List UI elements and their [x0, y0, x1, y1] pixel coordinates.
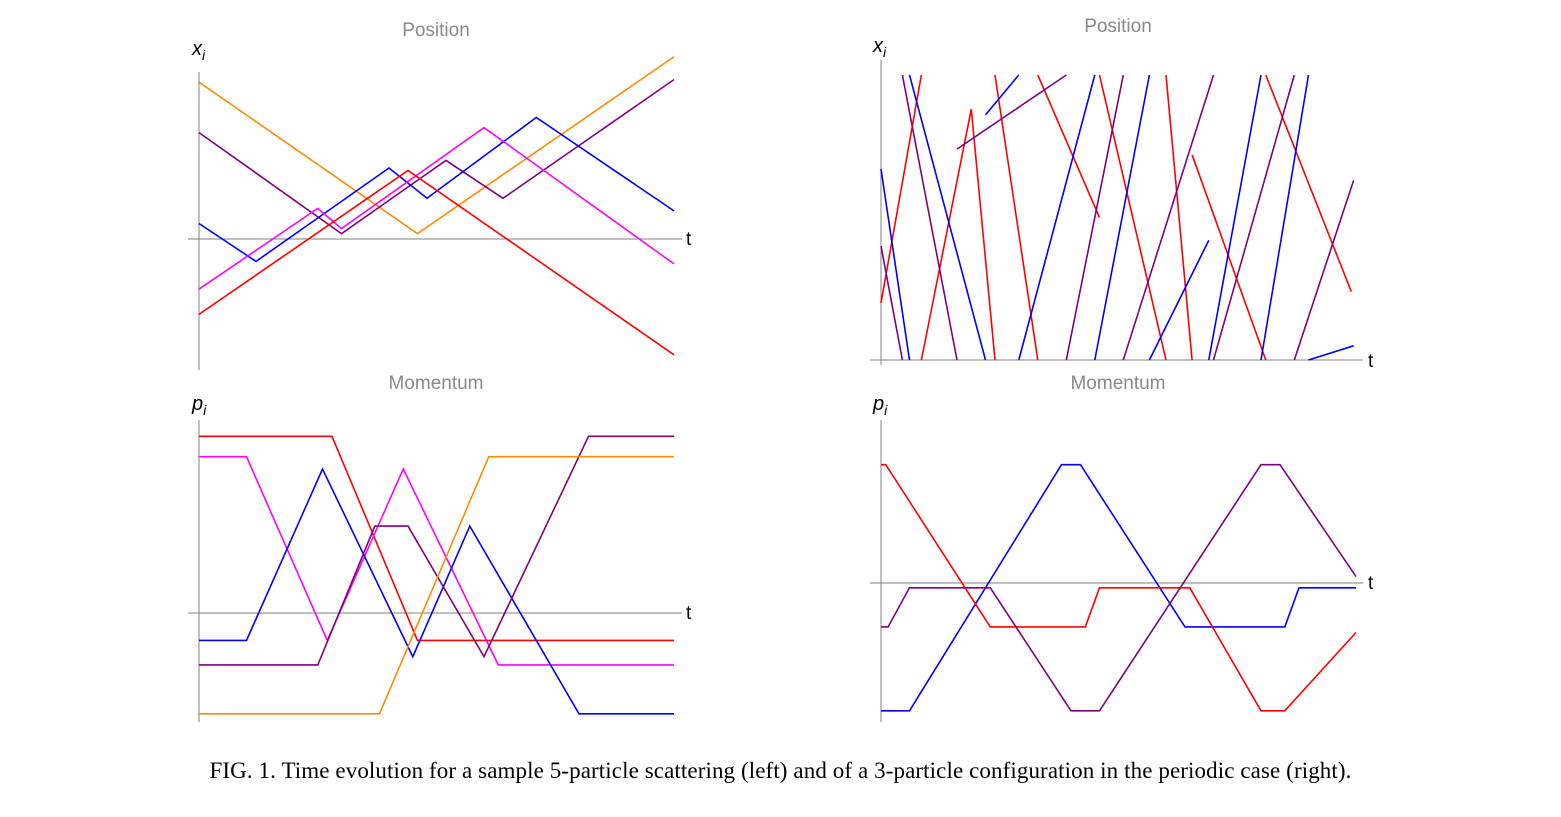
series-line-2: [199, 455, 674, 666]
series-line-1: [199, 435, 674, 642]
series-line-3: [198, 116, 675, 263]
panel-right-position: Position xi t: [870, 16, 1374, 372]
series-line-3: [199, 467, 674, 715]
panel-left-position: Position xi t: [188, 20, 692, 370]
panel-title: Position: [1084, 16, 1152, 37]
series-layer: [199, 435, 674, 715]
series-line-1: [880, 74, 1353, 361]
panel-right-momentum: Momentum pi t: [870, 373, 1374, 722]
series-layer: [198, 56, 675, 356]
panel-title: Momentum: [1070, 373, 1165, 394]
series-line-2: [881, 463, 1357, 712]
series-layer: [881, 463, 1357, 712]
series-line-1: [198, 56, 675, 235]
series-line-5: [199, 455, 674, 715]
series-line-2: [198, 78, 675, 235]
series-line-4: [199, 435, 674, 666]
figure-caption: FIG. 1. Time evolution for a sample 5-pa…: [209, 758, 1352, 783]
series-line-2: [880, 74, 1354, 361]
panel-title: Momentum: [388, 373, 483, 394]
series-line-5: [198, 169, 675, 356]
series-line-3: [881, 463, 1357, 712]
x-axis-label: t: [686, 229, 692, 250]
series-line-3: [880, 74, 1355, 361]
y-axis-label: xi: [191, 38, 206, 63]
panel-left-momentum: Momentum pi t: [188, 373, 692, 722]
series-line-1: [881, 463, 1356, 712]
y-axis-label: xi: [872, 35, 887, 60]
x-axis-label: t: [686, 603, 692, 624]
figure-canvas: Position xi t Position xi t Momentum pi …: [188, 16, 1374, 722]
x-axis-label: t: [1368, 351, 1374, 372]
panel-title: Position: [402, 20, 470, 41]
y-axis-label: pi: [191, 393, 207, 418]
x-axis-label: t: [1368, 573, 1374, 594]
series-line-4: [198, 126, 675, 290]
y-axis-label: pi: [872, 393, 888, 418]
series-layer: [880, 74, 1355, 361]
